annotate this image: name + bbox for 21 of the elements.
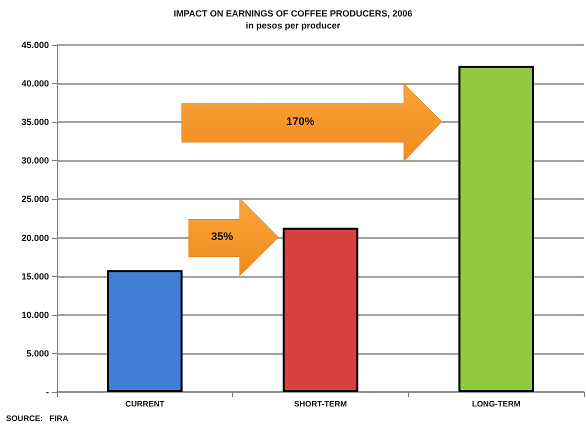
x-tick-label: CURRENT <box>125 400 164 408</box>
y-tick-label: 20.000 <box>21 232 49 243</box>
y-tick-label: - <box>46 387 49 397</box>
y-tick-label: 35.000 <box>21 117 49 128</box>
y-tick-label: 45.000 <box>21 40 49 50</box>
y-tick-label: 30.000 <box>21 156 49 166</box>
y-tick-label: 15.000 <box>21 271 49 282</box>
chart-subtitle: in pesos per producer <box>246 20 341 30</box>
bar <box>458 66 534 392</box>
annotation: 170% <box>286 116 314 128</box>
y-tick-label: 5.000 <box>26 348 49 358</box>
x-tick-label: SHORT-TERM <box>294 400 348 408</box>
y-tick-label: 40.000 <box>21 78 49 89</box>
y-tick-label: 25.000 <box>21 194 49 204</box>
x-tick-label: LONG-TERM <box>472 400 521 408</box>
bar <box>107 270 183 392</box>
source-note: SOURCE: FIRA <box>6 414 68 423</box>
chart-title: IMPACT ON EARNINGS OF COFFEE PRODUCERS, 2006 <box>174 8 412 18</box>
annotation: 35% <box>211 231 234 244</box>
bar <box>282 228 358 392</box>
y-tick-label: 10.000 <box>21 310 49 320</box>
